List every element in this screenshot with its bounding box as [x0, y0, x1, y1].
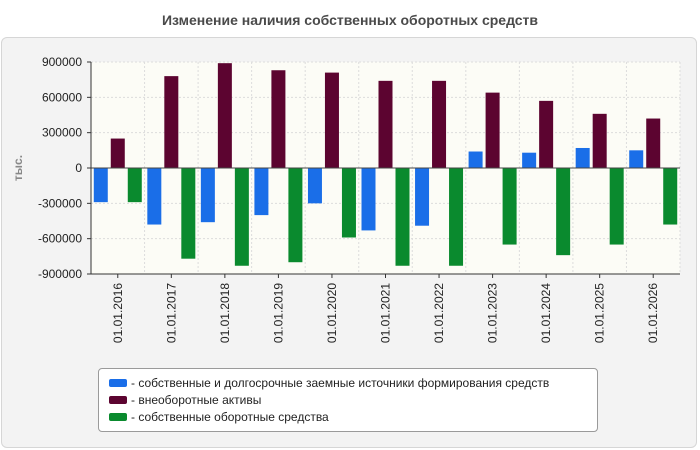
bar [592, 113, 607, 168]
bar [147, 168, 162, 225]
bar [449, 168, 464, 266]
legend-item-fixed-assets: - внеоборотные активы [109, 391, 597, 408]
bar [361, 168, 376, 231]
bar [271, 70, 286, 168]
x-tick-label: 01.01.2026 [646, 283, 660, 343]
x-tick-label: 01.01.2016 [111, 283, 125, 343]
x-tick-label: 01.01.2023 [486, 283, 500, 343]
legend-swatch-working-capital [109, 412, 127, 421]
bar [539, 100, 554, 168]
y-tick-label: 0 [75, 161, 82, 175]
bar [341, 168, 356, 238]
x-tick-label: 01.01.2021 [379, 283, 393, 343]
x-tick-label: 01.01.2025 [593, 283, 607, 343]
bar [663, 168, 678, 225]
bar [485, 92, 500, 168]
bar [609, 168, 624, 245]
bar [629, 150, 644, 168]
y-tick-label: 300000 [42, 126, 82, 140]
bar [432, 80, 447, 168]
bar [288, 168, 303, 263]
bar [415, 168, 430, 226]
bar [254, 168, 269, 216]
bar [93, 168, 108, 203]
legend-label-fixed-assets: - внеоборотные активы [131, 392, 262, 407]
bar [110, 138, 125, 168]
x-tick-label: 01.01.2024 [539, 283, 553, 343]
chart-title: Изменение наличия собственных оборотных … [161, 12, 539, 28]
bar [164, 76, 179, 168]
y-tick-label: 600000 [42, 90, 82, 104]
bar [307, 168, 322, 204]
x-tick-label: 01.01.2018 [218, 283, 232, 343]
y-tick-label: -900000 [38, 267, 82, 281]
bar [234, 168, 249, 266]
bar [181, 168, 196, 259]
bar [575, 147, 590, 168]
bar [127, 168, 142, 203]
bar [324, 72, 339, 168]
legend-label-working-capital: - собственные оборотные средства [131, 409, 329, 424]
bar [556, 168, 571, 256]
y-tick-label: 900000 [42, 55, 82, 69]
bar [217, 63, 232, 168]
legend-swatch-fixed-assets [109, 395, 127, 404]
legend-label-sources: - собственные и долгосрочные заемные ист… [131, 375, 550, 390]
x-tick-label: 01.01.2022 [432, 283, 446, 343]
bar [468, 151, 483, 168]
y-axis-label: тыс. [11, 155, 25, 181]
x-tick-label: 01.01.2020 [325, 283, 339, 343]
bar [522, 152, 537, 168]
legend-item-sources: - собственные и долгосрочные заемные ист… [109, 374, 597, 391]
bar [646, 118, 661, 168]
legend-item-working-capital: - собственные оборотные средства [109, 408, 597, 425]
bar [395, 168, 410, 266]
legend-swatch-sources [109, 378, 127, 387]
bar [502, 168, 517, 245]
y-tick-label: -300000 [38, 196, 82, 210]
bar [200, 168, 215, 223]
legend: - собственные и долгосрочные заемные ист… [98, 368, 598, 432]
y-tick-label: -600000 [38, 232, 82, 246]
x-tick-label: 01.01.2019 [271, 283, 285, 343]
x-tick-label: 01.01.2017 [164, 283, 178, 343]
bar [378, 80, 393, 168]
